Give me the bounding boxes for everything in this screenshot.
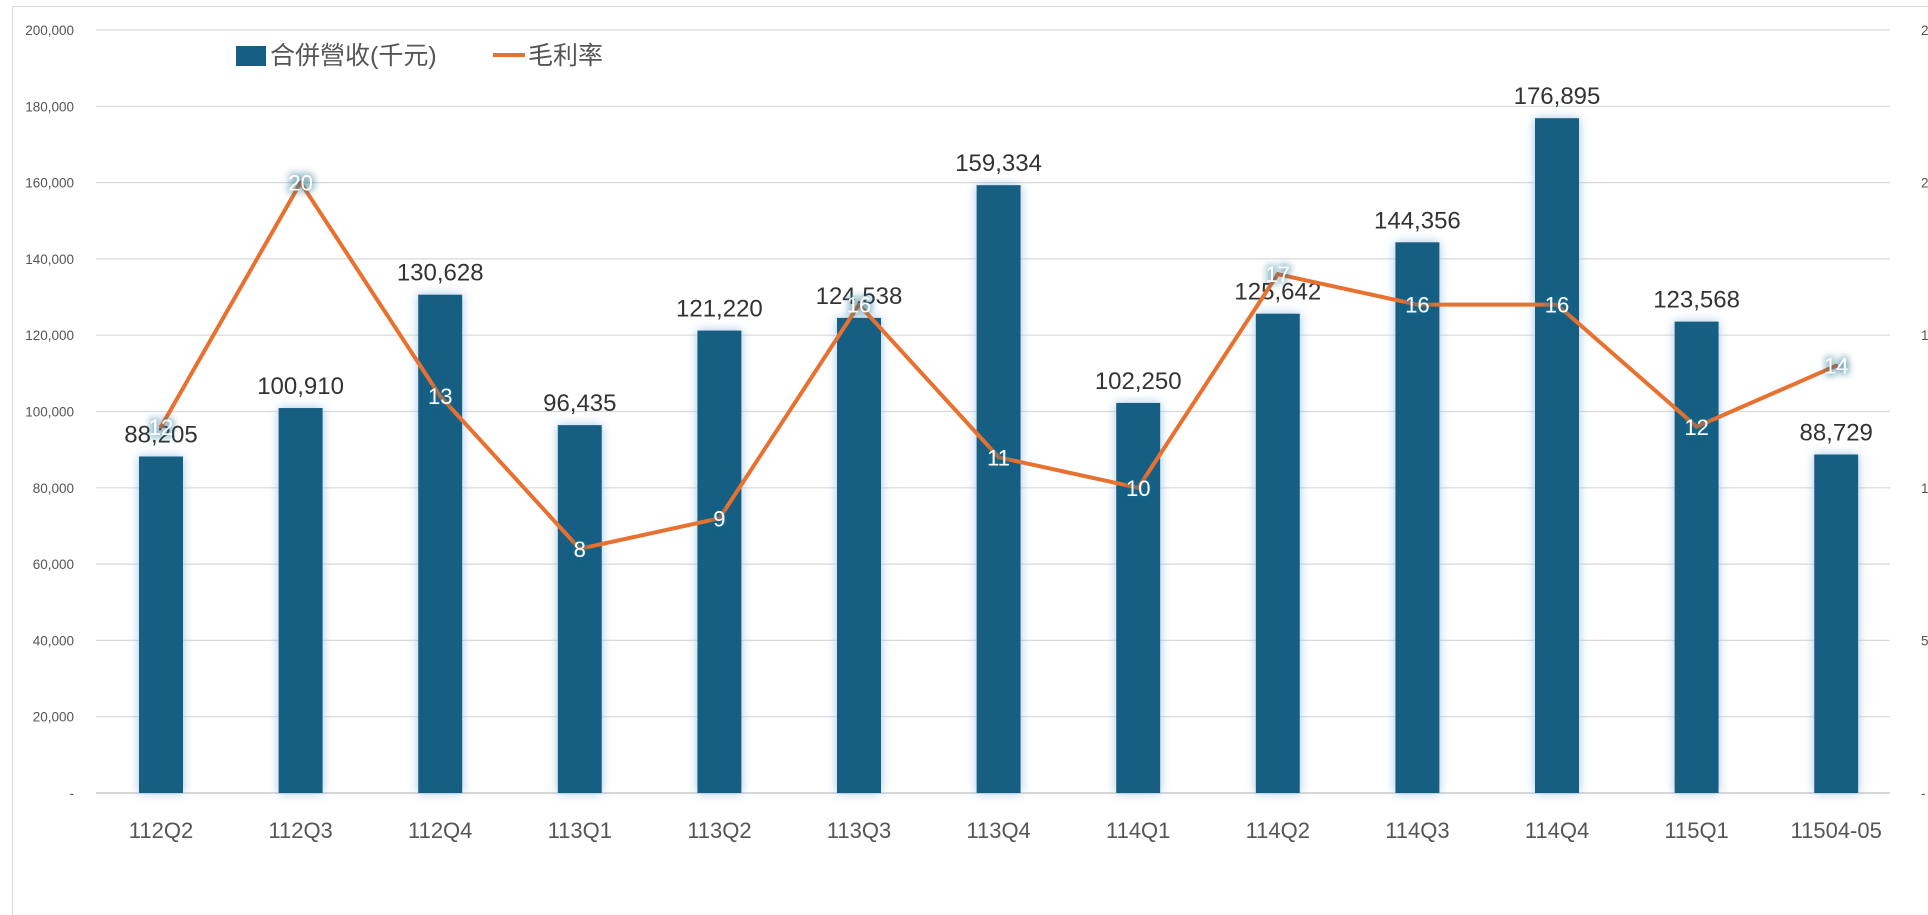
- line-value-label: 16: [847, 293, 871, 318]
- chart-frame: [12, 6, 1928, 915]
- line-data-labels: 12 20 13 8 9 16 11 10 17 16 16 12 14: [149, 171, 1849, 562]
- line-point-113Q4: [996, 455, 1001, 460]
- legend-line-label: 毛利率: [528, 42, 603, 70]
- left-tick-label: 160,000: [25, 176, 74, 191]
- bar-value-label: 123,568: [1653, 287, 1740, 314]
- bar-113Q3: [837, 317, 881, 793]
- line-point-115Q1: [1694, 424, 1699, 429]
- right-tick-label: 2: [1921, 23, 1928, 38]
- bar-value-label: 176,895: [1514, 83, 1601, 110]
- bar-114Q3: [1395, 242, 1440, 793]
- category-label: 113Q2: [687, 818, 751, 843]
- line-value-label: 17: [1266, 262, 1290, 287]
- line-point-113Q3: [857, 302, 861, 307]
- line-point-114Q3: [1415, 302, 1420, 307]
- line-point-114Q1: [1136, 485, 1141, 490]
- line-value-label: 8: [574, 537, 586, 562]
- line-value-label: 12: [149, 415, 173, 440]
- left-tick-label: -: [70, 786, 75, 801]
- left-tick-label: 200,000: [25, 23, 74, 38]
- category-label: 112Q3: [268, 818, 332, 843]
- category-axis-labels: 112Q2 112Q3 112Q4 113Q1 113Q2 113Q3 113Q4 114Q1…: [129, 818, 1882, 843]
- bar-value-label: 130,628: [397, 260, 484, 287]
- bar-value-label: 100,910: [257, 373, 344, 400]
- bar-112Q2: [139, 456, 183, 793]
- bar-113Q4: [976, 185, 1021, 793]
- category-label: 115Q1: [1664, 818, 1728, 843]
- left-tick-label: 60,000: [33, 557, 74, 572]
- line-value-label: 12: [1684, 415, 1708, 440]
- left-tick-label: 20,000: [33, 710, 74, 725]
- category-label: 112Q4: [408, 818, 472, 843]
- line-point-114Q2: [1275, 272, 1280, 277]
- line-value-label: 16: [1405, 293, 1429, 318]
- left-tick-label: 80,000: [33, 481, 74, 496]
- category-label: 112Q2: [129, 818, 193, 843]
- left-tick-label: 120,000: [25, 328, 74, 343]
- bar-11504-05: [1814, 454, 1859, 793]
- legend-bar-label: 合併營收(千元): [270, 42, 437, 70]
- line-point-112Q4: [438, 394, 443, 399]
- left-tick-label: 140,000: [25, 252, 74, 267]
- left-axis-ticks: - 20,000 40,000 60,000 80,000 100,000 120,000 1…: [25, 23, 74, 801]
- left-tick-label: 40,000: [33, 633, 74, 648]
- line-point-113Q2: [717, 516, 722, 521]
- bar-value-label: 88,729: [1799, 419, 1872, 446]
- right-tick-label: 1: [1921, 328, 1928, 343]
- bar-114Q2: [1255, 313, 1300, 793]
- bar-value-label: 125,642: [1234, 279, 1321, 306]
- line-point-113Q1: [577, 546, 582, 551]
- bar-112Q4: [418, 294, 463, 793]
- right-tick-label: -: [1921, 786, 1926, 801]
- bar-113Q2: [697, 330, 742, 793]
- line-value-label: 10: [1126, 476, 1150, 501]
- line-value-label: 20: [288, 171, 312, 196]
- bar-112Q3: [278, 408, 323, 793]
- legend-bar-swatch: [236, 46, 266, 66]
- right-axis-ticks: - 5 1 1 2 2: [1921, 23, 1928, 801]
- right-tick-label: 5: [1921, 633, 1928, 648]
- category-label: 113Q4: [966, 818, 1030, 843]
- line-value-label: 16: [1545, 293, 1569, 318]
- left-tick-label: 180,000: [25, 99, 74, 114]
- category-label: 114Q2: [1246, 818, 1310, 843]
- line-point-112Q2: [159, 424, 163, 429]
- line-value-label: 13: [428, 384, 452, 409]
- bar-114Q4: [1535, 118, 1579, 794]
- category-label: 114Q3: [1385, 818, 1449, 843]
- bar-value-label: 144,356: [1374, 207, 1461, 234]
- line-value-label: 14: [1824, 354, 1848, 379]
- bar-value-label: 102,250: [1095, 368, 1182, 395]
- right-tick-label: 2: [1921, 176, 1928, 191]
- category-label: 113Q3: [827, 818, 891, 843]
- line-point-114Q4: [1555, 302, 1559, 307]
- line-point-11504-05: [1834, 363, 1839, 368]
- category-label: 114Q1: [1106, 818, 1170, 843]
- bar-value-label: 121,220: [676, 296, 763, 323]
- line-value-label: 9: [713, 506, 725, 531]
- legend: 合併營收(千元) 毛利率: [236, 42, 603, 70]
- line-value-label: 11: [987, 445, 1010, 470]
- right-tick-label: 1: [1921, 481, 1928, 496]
- bar-value-label: 96,435: [543, 390, 616, 417]
- category-label: 114Q4: [1525, 818, 1589, 843]
- bar-value-label: 159,334: [955, 150, 1042, 177]
- left-tick-label: 100,000: [25, 405, 74, 420]
- line-point-112Q3: [298, 180, 303, 185]
- bar-115Q1: [1674, 321, 1719, 793]
- line-series: [159, 180, 1839, 551]
- category-label: 11504-05: [1791, 818, 1882, 843]
- bar-series: [139, 118, 1859, 794]
- category-label: 113Q1: [548, 818, 612, 843]
- bar-113Q1: [557, 425, 602, 793]
